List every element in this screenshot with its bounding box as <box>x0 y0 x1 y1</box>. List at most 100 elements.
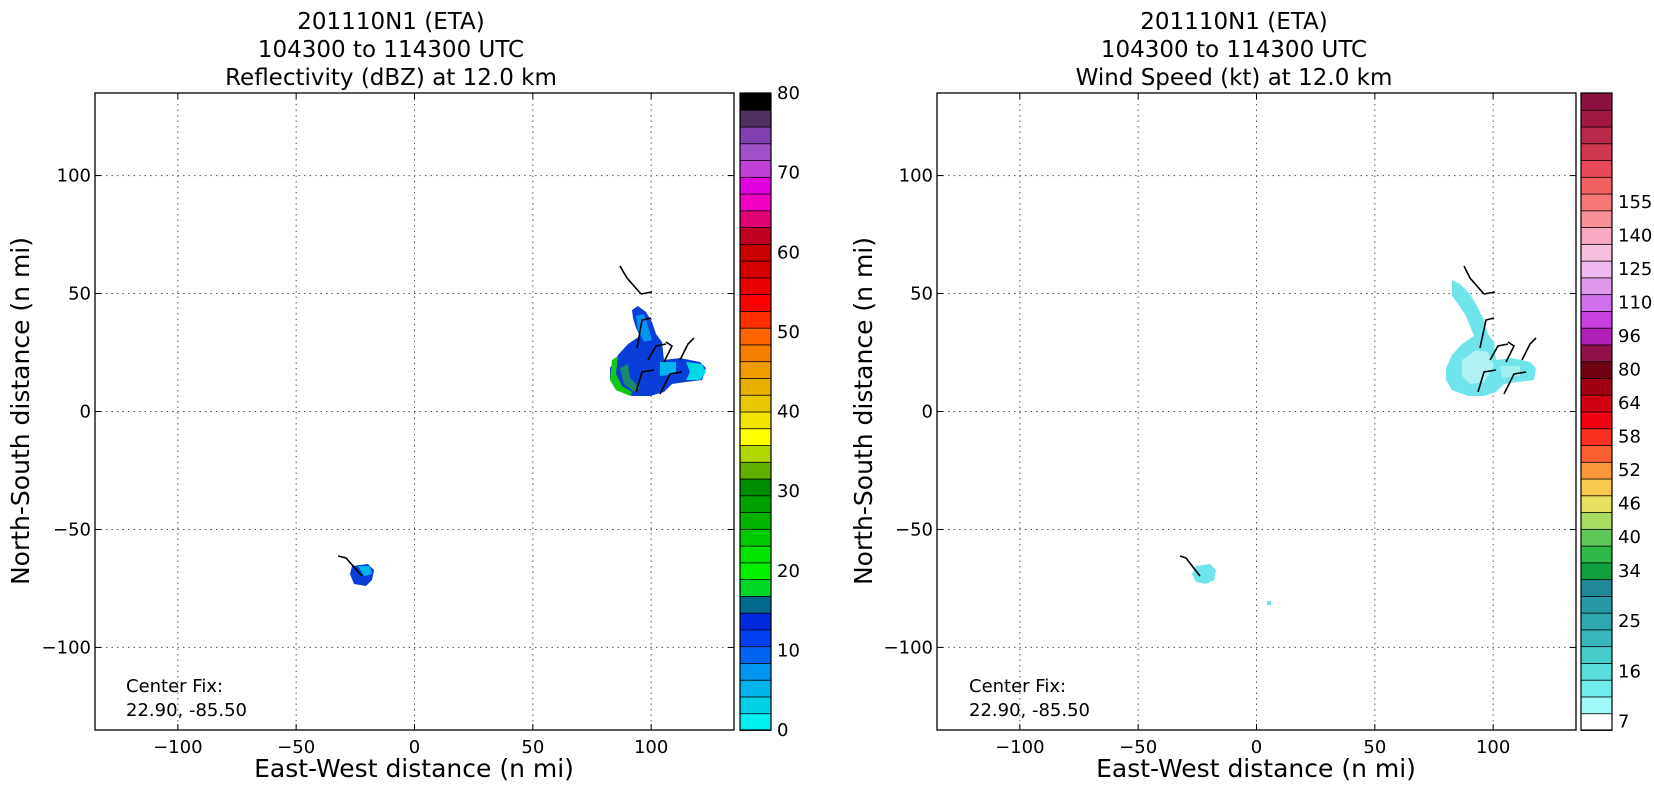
colorbar-tick-label: 10 <box>777 640 800 661</box>
echo-edge-teal <box>620 364 640 392</box>
colorbar-swatch <box>739 142 772 161</box>
colorbar-swatch <box>1580 276 1613 296</box>
chart-title-line-2: 104300 to 114300 UTC <box>258 37 524 63</box>
colorbar-swatch <box>1580 159 1613 178</box>
colorbar-swatch <box>739 293 772 312</box>
colorbar-swatch <box>1580 209 1613 229</box>
colorbar-swatch <box>1580 645 1613 664</box>
wind-speed-field <box>1192 280 1536 605</box>
colorbar-tick-label: 34 <box>1618 561 1641 582</box>
colorbar-swatch <box>739 679 772 698</box>
x-tick-label: 0 <box>1251 737 1262 758</box>
wind-barbs <box>337 265 695 577</box>
wind-barb <box>1521 337 1537 361</box>
colorbar-tick-label: 96 <box>1618 326 1641 347</box>
grid-lines <box>937 93 1576 730</box>
colorbar-swatch <box>1580 142 1613 161</box>
colorbar-swatch <box>739 226 772 245</box>
colorbar-swatch <box>739 310 772 329</box>
echo-edge-green <box>610 356 632 396</box>
reflectivity-colorbar: 0 10 20 30 40 50 60 70 80 <box>739 83 800 741</box>
colorbar-swatch <box>739 193 772 212</box>
echo-region-small-inner <box>358 566 372 576</box>
colorbar-swatch <box>1580 377 1613 396</box>
colorbar-tick-label: 140 <box>1618 225 1652 246</box>
x-tick-label: 100 <box>1476 737 1510 758</box>
wind-barb <box>640 291 653 295</box>
chart-title-line-3: Wind Speed (kt) at 12.0 km <box>1076 65 1393 91</box>
colorbar-swatch <box>1580 293 1613 312</box>
colorbar-tick-label: 155 <box>1618 192 1652 213</box>
grid-lines <box>95 93 734 730</box>
colorbar-swatch <box>1580 528 1613 547</box>
wind-region-small <box>1192 564 1216 584</box>
colorbar-frame <box>739 92 772 731</box>
colorbar-swatch <box>1580 696 1613 715</box>
colorbar-tick-label: 50 <box>777 322 800 343</box>
wind-speed-panel: 201110N1 (ETA) 104300 to 114300 UTC Wind… <box>849 9 1652 783</box>
colorbar-tick-label: 64 <box>1618 393 1641 414</box>
colorbar-swatch <box>1580 662 1613 681</box>
wind-barb <box>1483 291 1496 295</box>
colorbar-tick-label: 20 <box>777 561 800 582</box>
wind-barb <box>619 265 642 295</box>
center-fix-value: 22.90, -85.50 <box>126 700 247 721</box>
colorbar-tick-label: 16 <box>1618 661 1641 682</box>
colorbar-swatch <box>1580 712 1613 731</box>
wind-barb <box>1477 369 1497 393</box>
colorbar-swatch <box>1580 629 1613 648</box>
colorbar-swatch <box>739 629 772 648</box>
x-tick-label: 50 <box>521 737 544 758</box>
colorbar-tick-label: 60 <box>777 242 800 263</box>
colorbar-swatch <box>1580 461 1613 480</box>
colorbar-swatch <box>739 696 772 715</box>
colorbar-tick-label: 58 <box>1618 427 1641 448</box>
echo-inner-blue <box>636 314 652 342</box>
wind-barb <box>679 337 695 361</box>
colorbar-tick-label: 110 <box>1618 293 1652 314</box>
colorbar-swatch <box>1580 310 1613 329</box>
colorbar-tick-label: 80 <box>777 83 800 104</box>
wind-barb <box>663 341 674 363</box>
wind-region-main <box>1446 280 1536 396</box>
colorbar-swatch <box>739 478 772 497</box>
y-axis-label: North-South distance (n mi) <box>6 237 35 585</box>
colorbar-swatch <box>1580 545 1613 564</box>
colorbar-swatch <box>1580 595 1613 614</box>
colorbar-swatch <box>739 511 772 530</box>
colorbar-swatch <box>1580 260 1613 279</box>
wind-region-inner <box>1500 366 1520 378</box>
colorbar-swatch <box>1580 126 1613 145</box>
x-axis-label: East-West distance (n mi) <box>1096 754 1416 783</box>
colorbar-swatch <box>1580 344 1613 363</box>
wind-speed-colorbar: 7 16 25 34 40 46 52 58 64 80 96 110 125 140 155 <box>1580 92 1652 733</box>
wind-barb <box>1503 371 1527 395</box>
wind-barb <box>1179 555 1201 577</box>
wind-barb <box>659 371 683 395</box>
colorbar-swatch <box>1580 494 1613 513</box>
x-tick-label: −50 <box>277 737 315 758</box>
colorbar-swatch <box>1580 176 1613 195</box>
wind-barb <box>1489 343 1509 361</box>
wind-region-inner <box>1462 350 1494 384</box>
colorbar-swatch <box>739 176 772 195</box>
colorbar-tick-label: 46 <box>1618 494 1641 515</box>
wind-region-point <box>1267 601 1271 605</box>
colorbar-swatch <box>739 645 772 664</box>
colorbar-swatch <box>739 344 772 363</box>
x-tick-label: 0 <box>409 737 420 758</box>
colorbar-swatch <box>739 126 772 145</box>
colorbar-swatch <box>1580 394 1613 413</box>
echo-inner-light <box>660 362 676 376</box>
center-fix-label: Center Fix: <box>969 676 1066 697</box>
x-axis-label: East-West distance (n mi) <box>254 754 574 783</box>
colorbar-swatch <box>739 712 772 731</box>
chart-title-line-1: 201110N1 (ETA) <box>297 9 484 35</box>
wind-barb <box>636 317 652 349</box>
wind-barbs <box>1179 265 1537 577</box>
colorbar-swatch <box>739 243 772 262</box>
y-tick-label: −100 <box>42 637 91 658</box>
colorbar-swatch <box>1580 679 1613 698</box>
colorbar-frame <box>1580 92 1613 731</box>
